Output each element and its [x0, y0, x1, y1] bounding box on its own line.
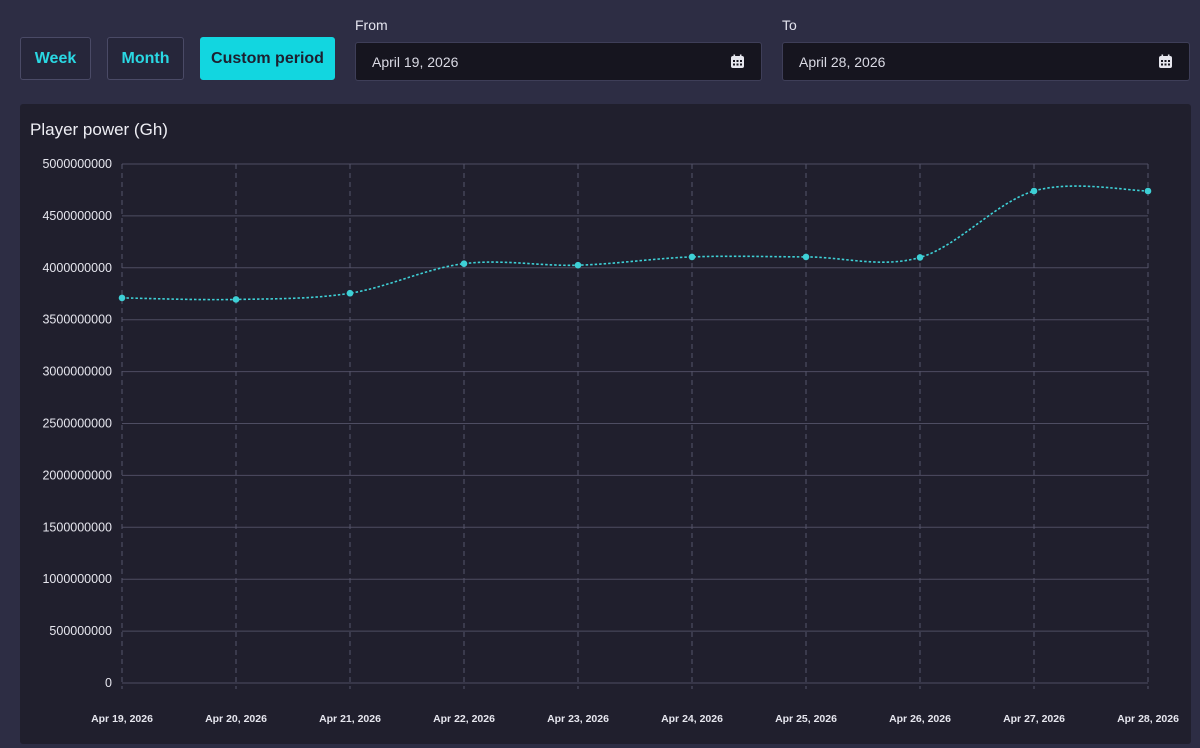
data-point: [574, 261, 582, 269]
to-label: To: [782, 17, 797, 33]
x-tick-label: Apr 28, 2026: [1117, 713, 1179, 725]
data-point: [1030, 187, 1038, 195]
data-point: [460, 260, 468, 267]
period-toolbar: Week Month Custom period From April 19, …: [0, 0, 1200, 100]
to-date-field[interactable]: April 28, 2026: [782, 42, 1190, 81]
calendar-icon[interactable]: [730, 54, 745, 69]
week-button[interactable]: Week: [20, 37, 91, 80]
y-tick-label: 1500000000: [42, 520, 112, 534]
data-point: [916, 254, 924, 261]
y-tick-label: 0: [105, 676, 112, 690]
y-tick-label: 3000000000: [42, 365, 112, 379]
calendar-icon[interactable]: [1158, 54, 1173, 69]
data-point: [1144, 187, 1152, 195]
chart-card: Player power (Gh) 0 500000000 1000000000 15…: [20, 104, 1191, 744]
series-line: [121, 185, 1149, 301]
data-point: [802, 253, 810, 261]
x-tick-label: Apr 19, 2026: [91, 713, 153, 725]
y-tick-label: 4500000000: [42, 209, 112, 223]
from-label: From: [355, 17, 388, 33]
to-date-value: April 28, 2026: [799, 53, 886, 70]
line-chart: 0 500000000 1000000000 1500000000 2000000000…: [42, 157, 1179, 725]
y-tick-label: 5000000000: [42, 157, 112, 171]
y-tick-label: 2500000000: [42, 417, 112, 431]
y-tick-label: 500000000: [49, 624, 112, 638]
x-tick-label: Apr 23, 2026: [547, 713, 609, 725]
x-tick-label: Apr 26, 2026: [889, 713, 951, 725]
data-point: [688, 253, 696, 261]
x-tick-label: Apr 21, 2026: [319, 713, 381, 725]
x-tick-label: Apr 22, 2026: [433, 713, 495, 725]
chart-title: Player power (Gh): [30, 120, 168, 139]
from-date-value: April 19, 2026: [372, 53, 459, 70]
x-tick-label: Apr 20, 2026: [205, 713, 267, 725]
data-point: [118, 294, 126, 302]
month-button[interactable]: Month: [107, 37, 184, 80]
x-tick-label: Apr 24, 2026: [661, 713, 723, 725]
data-point: [346, 289, 354, 297]
y-tick-label: 2000000000: [42, 468, 112, 482]
y-tick-label: 4000000000: [42, 261, 112, 275]
custom-period-button[interactable]: Custom period: [200, 37, 335, 80]
data-point: [232, 296, 240, 303]
from-date-field[interactable]: April 19, 2026: [355, 42, 762, 81]
y-tick-label: 1000000000: [42, 572, 112, 586]
x-tick-label: Apr 25, 2026: [775, 713, 837, 725]
x-tick-label: Apr 27, 2026: [1003, 713, 1065, 725]
y-tick-label: 3500000000: [42, 313, 112, 327]
